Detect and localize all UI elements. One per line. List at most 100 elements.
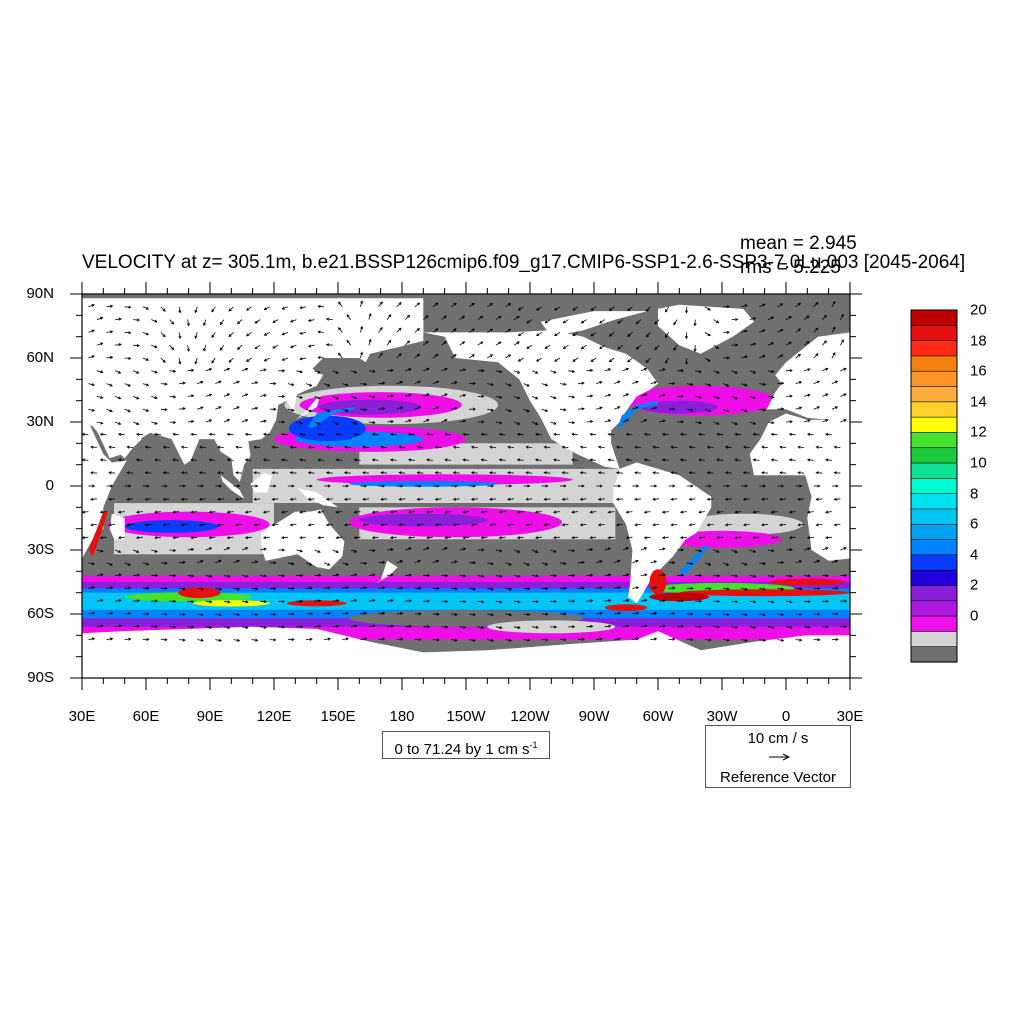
- vector-head-345: [254, 406, 259, 410]
- vector-arrow-1008: [88, 612, 95, 615]
- x-tick-label: 30E: [68, 708, 96, 725]
- vector-arrow-481: [435, 446, 442, 448]
- vector-arrow-883: [115, 574, 122, 576]
- vector-head-549: [144, 471, 148, 475]
- vector-arrow-361: [541, 408, 548, 412]
- vector-head-759: [135, 536, 140, 540]
- vector-head-678: [190, 510, 194, 514]
- vector-head-1016: [236, 613, 241, 617]
- vector-arrow-584: [779, 472, 787, 474]
- vector-arrow-401: [513, 421, 520, 425]
- vector-head-472: [271, 445, 275, 449]
- vector-head-885: [154, 573, 159, 578]
- vector-arrow-229: [441, 368, 448, 372]
- vector-arrow-358: [487, 408, 494, 411]
- vector-head-996: [644, 599, 648, 603]
- vector-head-458: [770, 432, 774, 436]
- vector-head-941: [400, 586, 404, 590]
- vector-head-315: [481, 394, 485, 398]
- vector-arrow-718: [163, 524, 170, 526]
- vector-arrow-742: [598, 524, 605, 526]
- vector-head-802: [172, 548, 177, 552]
- vector-arrow-18: [414, 302, 420, 308]
- vector-head-209: [832, 352, 836, 356]
- vector-head-536: [661, 458, 666, 462]
- vector-arrow-657: [580, 498, 587, 500]
- vector-head-636: [198, 497, 203, 501]
- vector-arrow-561: [362, 472, 369, 474]
- vector-head-829: [662, 547, 666, 551]
- vector-head-644: [343, 497, 348, 501]
- vector-arrow-988: [495, 600, 502, 603]
- vector-head-377: [834, 406, 839, 410]
- vector-arrow-747: [689, 524, 696, 526]
- vector-arrow-516: [299, 459, 307, 461]
- x-tick-label: 60W: [642, 708, 674, 725]
- vector-arrow-1101: [251, 639, 258, 641]
- vector-head-784: [589, 536, 593, 540]
- vector-head-46: [171, 321, 175, 325]
- vector-head-845: [182, 560, 186, 564]
- vector-arrow-572: [562, 472, 569, 474]
- vector-arrow-349: [323, 408, 330, 412]
- vector-head-939: [363, 586, 368, 590]
- vector-arrow-750: [743, 524, 750, 526]
- vector-arrow-353: [396, 407, 403, 410]
- vector-head-175: [211, 360, 215, 364]
- vector-head-567: [470, 471, 475, 475]
- vector-arrow-253: [106, 383, 113, 387]
- y-tick-label: 30N: [26, 413, 54, 430]
- vector-head-144: [425, 340, 429, 344]
- vector-head-709: [752, 510, 756, 514]
- vector-head-956: [672, 586, 676, 590]
- vector-arrow-1109: [396, 638, 403, 640]
- vector-arrow-771: [354, 536, 361, 539]
- vector-head-643: [325, 497, 330, 501]
- vector-arrow-777: [463, 536, 470, 539]
- land-africa-east: [82, 419, 127, 559]
- vector-arrow-125: [831, 327, 836, 333]
- vector-head-1034: [563, 612, 567, 616]
- vector-arrow-83: [840, 314, 844, 320]
- vector-arrow-856: [378, 561, 385, 564]
- vector-head-656: [561, 497, 565, 501]
- vector-arrow-193: [536, 357, 542, 362]
- vector-arrow-770: [336, 536, 343, 539]
- vector-arrow-527: [499, 459, 506, 461]
- vector-arrow-22: [487, 303, 493, 308]
- vector-head-125: [832, 326, 836, 330]
- vector-head-94: [263, 332, 267, 336]
- vector-arrow-421: [100, 433, 107, 436]
- vector-arrow-306: [314, 396, 321, 399]
- vector-head-917: [735, 574, 739, 578]
- vector-head-812: [353, 549, 358, 553]
- vector-arrow-118: [704, 332, 711, 336]
- vector-arrow-677: [173, 511, 180, 513]
- vector-head-623: [726, 484, 730, 488]
- vector-arrow-766: [263, 536, 270, 539]
- vector-head-1077: [590, 624, 594, 628]
- vector-head-395: [408, 419, 412, 423]
- vector-head-771: [353, 536, 357, 540]
- vector-arrow-672: [82, 511, 89, 513]
- vector-head-401: [517, 421, 521, 425]
- vector-arrow-862: [487, 562, 494, 565]
- vector-head-669: [797, 497, 801, 501]
- vector-head-410: [680, 420, 685, 424]
- vector-arrow-512: [227, 459, 234, 461]
- vector-head-173: [178, 361, 182, 365]
- vector-arrow-678: [191, 511, 198, 513]
- vector-arrow-1097: [179, 639, 186, 641]
- vector-arrow-387: [260, 420, 267, 423]
- vector-arrow-165: [803, 341, 810, 346]
- vector-arrow-183: [360, 352, 363, 359]
- vector-arrow-415: [767, 421, 774, 424]
- vector-head-897: [372, 573, 376, 577]
- vector-arrow-186: [414, 353, 420, 359]
- vector-head-399: [481, 420, 485, 424]
- vector-head-980: [354, 599, 358, 603]
- vector-arrow-342: [197, 406, 204, 410]
- vector-arrow-876: [741, 562, 748, 566]
- vector-arrow-729: [362, 524, 369, 526]
- colorbar-box-21: [910, 631, 958, 648]
